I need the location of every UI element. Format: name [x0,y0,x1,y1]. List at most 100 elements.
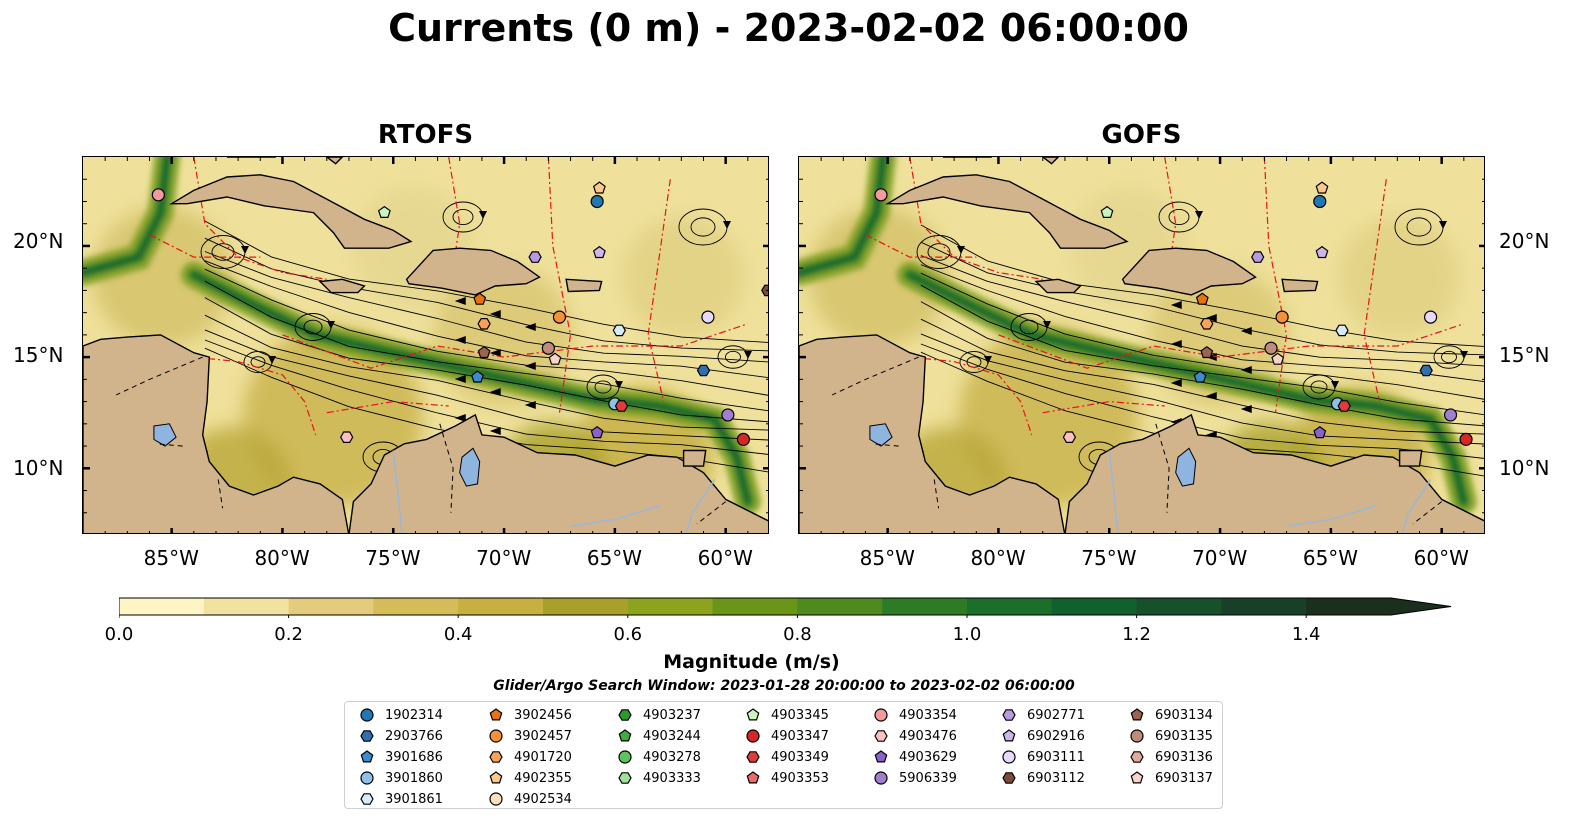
hexagon-marker-icon [1130,751,1144,763]
circle-marker-icon [1130,729,1144,743]
float-marker [1337,400,1351,412]
legend-item: 4903345 [745,705,829,725]
float-marker [548,352,562,365]
float-marker [1423,310,1438,324]
float-marker [1459,432,1473,446]
float-marker [340,431,354,443]
legend-item: 4903476 [873,726,957,746]
legend-item: 6903112 [1001,768,1085,788]
float-marker [590,194,604,209]
legend-item: 6903136 [1129,747,1213,767]
pentagon-marker-icon [489,708,503,721]
colorbar-segment [882,598,968,615]
circle-marker-icon [489,792,503,806]
legend-label: 4902355 [514,770,572,786]
legend-item: 4902355 [488,768,572,788]
lon-tick-label: 80°W [970,546,1026,570]
legend-item: 6903137 [1129,768,1213,788]
legend-item: 6903111 [1001,747,1085,767]
pentagon-marker-icon [1130,708,1144,721]
float-marker [696,364,711,377]
lon-tick-label: 85°W [143,546,199,570]
legend-item: 3901861 [359,789,443,809]
float-marker [1200,318,1214,330]
legend-label: 6903112 [1027,770,1085,786]
pentagon-marker-icon [746,708,760,721]
legend-label: 5906339 [899,770,957,786]
legend-label: 4903354 [899,707,957,723]
legend-label: 4903244 [643,728,701,744]
circle-marker-icon [360,708,374,722]
legend-item: 3902456 [488,705,572,725]
circle-marker-icon [746,729,760,743]
pentagon-marker-icon [1130,771,1144,784]
float-marker [614,400,629,412]
colorbar-segment [543,598,629,615]
lon-tick-label: 70°W [1192,546,1248,570]
float-marker [151,188,165,202]
float-marker [1275,310,1289,324]
legend-label: 4903278 [643,749,701,765]
hexagon-marker-icon [360,730,374,742]
colorbar-segment [1051,598,1138,615]
legend-label: 4903333 [643,770,701,786]
legend-item: 4903349 [745,747,829,767]
float-marker [1419,364,1433,377]
float-marker [592,245,606,259]
legend-item: 2903766 [359,726,443,746]
lon-tick-label: 60°W [1413,546,1469,570]
hexagon-marker-icon [618,772,632,784]
lat-tick-right: 20°N [1499,229,1550,253]
pentagon-marker-icon [874,750,888,763]
lat-tick-left: 15°N [13,343,64,367]
float-marker [721,408,735,422]
legend-item: 4903244 [617,726,701,746]
legend-label: 4903347 [771,728,829,744]
legend-item: 6903134 [1129,705,1213,725]
legend-label: 4902534 [514,791,572,807]
float-marker [592,181,606,194]
colorbar-tick-label: 0.2 [274,624,303,645]
float-marker [612,324,626,337]
lon-tick-label: 75°W [1081,546,1137,570]
legend-label: 6903135 [1155,728,1213,744]
legend-item: 4903237 [617,705,701,725]
colorbar-tick-label: 0.8 [783,624,812,645]
colorbar-tick-label: 0.4 [443,624,473,645]
float-marker [1315,181,1329,194]
circle-marker-icon [618,750,632,764]
legend-label: 6903134 [1155,707,1213,723]
hexagon-marker-icon [1002,772,1016,784]
float-marker [1062,431,1077,443]
float-marker [1443,408,1458,422]
float-marker [552,310,567,324]
hexagon-marker-icon [618,709,632,721]
colorbar-segment [119,598,205,615]
colorbar-segment [203,598,290,615]
circle-marker-icon [360,771,374,785]
float-marker [477,318,491,330]
legend-label: 4903345 [771,707,829,723]
pentagon-marker-icon [1002,729,1016,742]
colorbar-segment [1221,598,1307,615]
legend-label: 4903349 [771,749,829,765]
legend-label: 3902456 [514,707,572,723]
gofs-map-panel [798,156,1485,534]
pentagon-marker-icon [618,729,632,742]
lon-tick-label: 75°W [365,546,421,570]
float-marker [471,370,484,383]
legend-label: 6903111 [1027,749,1085,765]
float-marker [1100,205,1114,218]
hexagon-marker-icon [874,730,888,742]
legend-label: 4903237 [643,707,701,723]
lon-tick-label: 80°W [254,546,310,570]
colorbar-label: Magnitude (m/s) [663,651,840,673]
legend-item: 4902534 [488,789,572,809]
pentagon-marker-icon [489,771,503,784]
lat-tick-left: 20°N [13,229,64,253]
lon-tick-label: 60°W [697,546,753,570]
float-marker [528,251,542,263]
lon-tick-label: 85°W [859,546,915,570]
circle-marker-icon [1002,750,1016,764]
legend-item: 4903333 [617,768,701,788]
